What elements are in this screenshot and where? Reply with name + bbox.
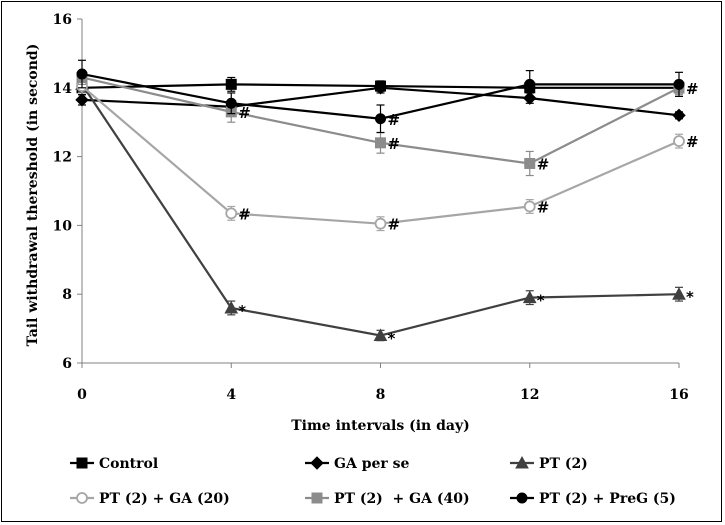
y-tick-label: 10 bbox=[53, 218, 73, 234]
significance-mark: # bbox=[388, 135, 401, 153]
significance-mark: * bbox=[537, 292, 545, 310]
significance-mark: * bbox=[686, 288, 694, 306]
data-point bbox=[524, 157, 536, 169]
x-tick-label: 12 bbox=[520, 387, 539, 403]
significance-mark: # bbox=[238, 104, 251, 122]
legend-label: Control bbox=[99, 456, 158, 472]
series-pt-2-preg-5: # bbox=[76, 59, 685, 134]
legend-entry: PT (2) + PreG (5) bbox=[510, 491, 676, 507]
data-point bbox=[373, 81, 388, 95]
data-point bbox=[672, 287, 686, 300]
data-point bbox=[523, 200, 536, 213]
significance-mark: # bbox=[537, 198, 550, 216]
significance-mark: # bbox=[388, 216, 401, 234]
data-point bbox=[673, 78, 685, 90]
x-tick-label: 16 bbox=[669, 387, 688, 403]
legend-label: GA per se bbox=[334, 456, 410, 472]
significance-mark: * bbox=[238, 302, 246, 320]
x-tick-label: 0 bbox=[77, 387, 87, 403]
significance-mark: # bbox=[238, 205, 251, 223]
plot-area: 6 8 10 12 14 16 0 4 8 12 16 * * * * # # # # # # # # # bbox=[53, 12, 699, 403]
legend-marker bbox=[76, 457, 88, 469]
data-point bbox=[225, 78, 237, 90]
y-tick-label: 16 bbox=[53, 12, 72, 28]
data-point bbox=[76, 68, 88, 80]
legend-marker bbox=[516, 492, 528, 504]
legend-label: PT (2) + PreG (5) bbox=[539, 491, 676, 507]
legend-marker bbox=[515, 455, 529, 469]
data-point bbox=[374, 217, 387, 230]
legend-marker bbox=[311, 492, 323, 504]
legend-entry: PT (2) bbox=[510, 455, 588, 472]
y-tick-label: 6 bbox=[62, 356, 72, 372]
legend-entry: PT (2) + GA (20) bbox=[70, 491, 230, 507]
significance-mark: # bbox=[686, 133, 699, 151]
significance-mark: # bbox=[537, 155, 550, 173]
data-point bbox=[522, 290, 537, 304]
data-point bbox=[75, 93, 89, 107]
y-tick-label: 14 bbox=[53, 81, 73, 97]
legend-label: PT (2) + GA (40) bbox=[334, 491, 470, 507]
legend-marker bbox=[76, 492, 88, 504]
legend-label: PT (2) bbox=[539, 456, 588, 472]
data-point bbox=[375, 137, 386, 149]
legend-entry: Control bbox=[70, 456, 158, 472]
y-tick-label: 12 bbox=[53, 150, 72, 166]
series-pt-2-ga-20: # # # # bbox=[76, 78, 699, 234]
y-axis-title: Tail withdrawal thereshold (in second) bbox=[25, 44, 41, 347]
legend-label: PT (2) + GA (20) bbox=[99, 491, 230, 507]
data-point bbox=[225, 97, 237, 109]
y-tick-label: 8 bbox=[62, 287, 72, 303]
legend-entry: PT (2) + GA (40) bbox=[305, 491, 470, 507]
data-point bbox=[673, 135, 685, 148]
x-tick-label: 4 bbox=[226, 387, 236, 403]
significance-mark: # bbox=[388, 111, 401, 129]
data-point bbox=[375, 113, 386, 125]
legend-entry: GA per se bbox=[305, 456, 410, 472]
legend: Control GA per se PT (2) PT (2) + GA (20) PT… bbox=[70, 455, 676, 507]
data-point bbox=[373, 328, 388, 341]
legend-marker bbox=[310, 456, 324, 470]
x-tick-label: 8 bbox=[376, 387, 386, 403]
x-axis-title: Time intervals (in day) bbox=[291, 418, 469, 434]
data-point bbox=[224, 300, 239, 314]
data-point bbox=[672, 108, 686, 123]
significance-mark: * bbox=[388, 329, 396, 347]
data-point bbox=[225, 207, 238, 220]
significance-mark: # bbox=[686, 80, 699, 98]
data-point bbox=[524, 78, 536, 90]
